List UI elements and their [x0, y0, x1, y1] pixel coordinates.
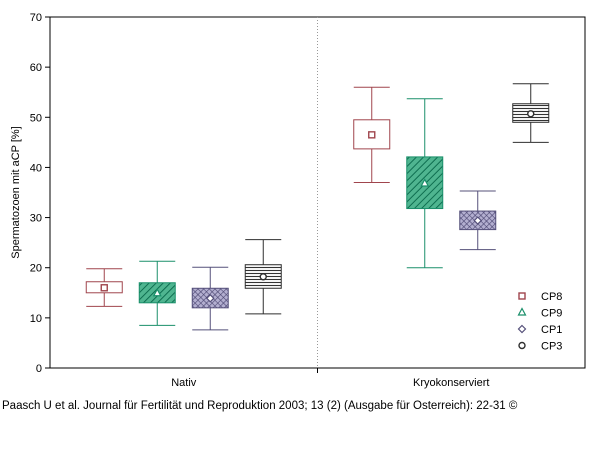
x-category-label: Kryokonserviert	[413, 377, 489, 389]
y-tick-label: 50	[30, 112, 42, 124]
legend-label-cp1: CP1	[541, 324, 562, 336]
median-marker-cp8	[368, 131, 376, 139]
y-axis-label: Spermatozoen mit aCP [%]	[10, 126, 22, 258]
box-plot-figure: 0 10 20 30 40 50 60 70 Spermatozoen mit aCP [%] N…	[10, 12, 586, 389]
median-marker-cp3	[259, 273, 267, 281]
citation-text: Paasch U et al. Journal für Fertilität u…	[2, 400, 518, 412]
y-tick-label: 20	[30, 263, 42, 275]
median-marker-cp1	[473, 216, 483, 225]
y-tick-label: 0	[36, 363, 42, 375]
legend-marker-cp9	[517, 307, 527, 316]
median-marker-cp9	[420, 178, 430, 187]
y-tick-label: 10	[30, 313, 42, 325]
legend-marker-cp3	[518, 341, 526, 350]
y-tick-label: 60	[30, 62, 42, 74]
box-plot-chart: 0 10 20 30 40 50 60 70 Spermatozoen mit aCP [%] N…	[10, 12, 586, 389]
median-marker-cp1	[205, 293, 215, 303]
plot-frame	[49, 16, 586, 369]
median-marker-cp8	[100, 284, 108, 292]
y-tick-label: 30	[30, 213, 42, 225]
median-marker-cp3	[527, 110, 535, 118]
x-category-label: Nativ	[171, 377, 197, 389]
legend-label-cp8: CP8	[541, 291, 562, 303]
y-tick-label: 70	[30, 12, 42, 24]
y-tick-label: 40	[30, 162, 42, 174]
legend-marker-cp8	[518, 292, 526, 300]
legend-marker-cp1	[517, 324, 527, 334]
legend-label-cp9: CP9	[541, 308, 562, 320]
legend-label-cp3: CP3	[541, 341, 562, 353]
median-marker-cp9	[152, 288, 162, 297]
